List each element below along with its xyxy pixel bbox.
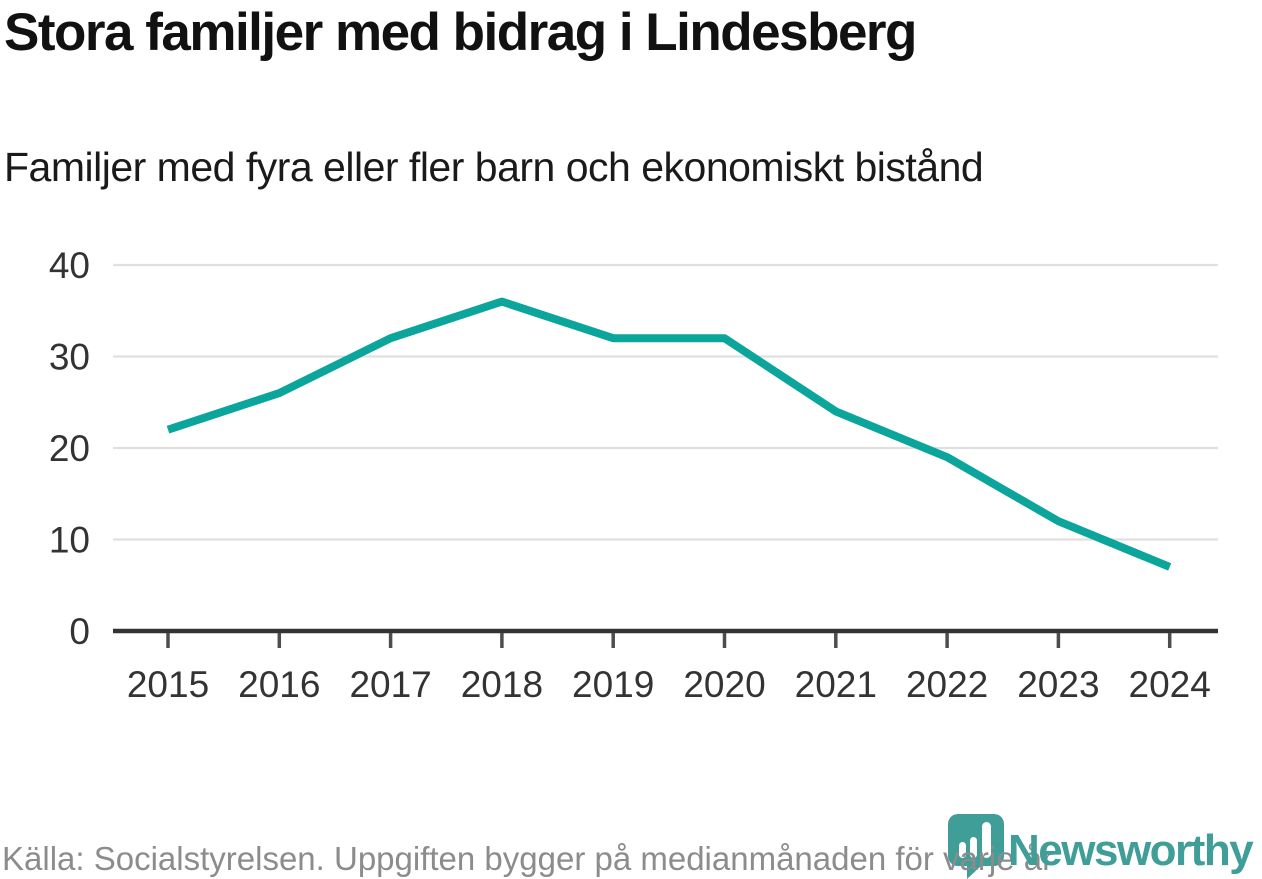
x-axis-tick-label: 2021 [795, 664, 877, 705]
source-note: Källa: Socialstyrelsen. Uppgiften bygger… [2, 840, 1054, 877]
y-axis-tick-label: 0 [69, 611, 90, 652]
line-chart: 0 10 20 30 40 2015 2016 2017 2018 2019 2020 2021 202… [49, 245, 1218, 705]
x-axis-tick-label: 2017 [349, 664, 431, 705]
newsworthy-wordmark: Newsworthy [1008, 826, 1254, 875]
x-axis-tick-label: 2020 [683, 664, 765, 705]
x-axis-tick-label: 2019 [572, 664, 654, 705]
pin-bar-small [959, 842, 966, 858]
chart-title: Stora familjer med bidrag i Lindesberg [4, 3, 917, 62]
y-axis-tick-label: 10 [49, 520, 90, 561]
pin-bar-medium [970, 837, 977, 858]
x-axis-tick-label: 2024 [1129, 664, 1211, 705]
data-line [166, 297, 1172, 571]
x-axis-tick-label: 2018 [461, 664, 543, 705]
y-axis-tick-label: 40 [49, 245, 90, 286]
y-axis-tick-label: 20 [49, 428, 90, 469]
x-axis-tick-label: 2023 [1017, 664, 1099, 705]
chart-subtitle: Familjer med fyra eller fler barn och ek… [4, 144, 984, 190]
y-axis-tick-label: 30 [49, 337, 90, 378]
x-axis-tick-label: 2015 [127, 664, 209, 705]
x-axis-tick-label: 2022 [906, 664, 988, 705]
pin-bar-tall [982, 822, 991, 858]
x-axis-tick-label: 2016 [238, 664, 320, 705]
newsworthy-pin-chart-icon [948, 814, 1004, 879]
